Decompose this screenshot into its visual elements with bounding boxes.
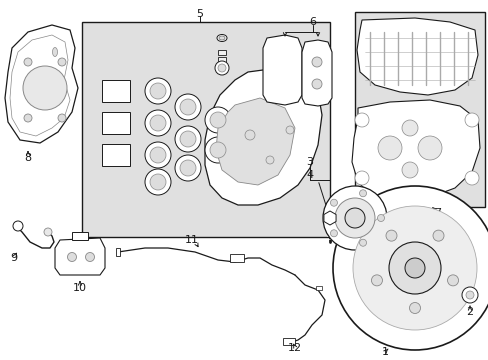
Circle shape xyxy=(209,142,225,158)
Circle shape xyxy=(44,228,52,236)
Circle shape xyxy=(359,239,366,246)
Circle shape xyxy=(354,171,368,185)
Circle shape xyxy=(145,110,171,136)
Circle shape xyxy=(180,131,196,147)
Bar xyxy=(218,57,225,62)
Ellipse shape xyxy=(52,48,58,57)
Circle shape xyxy=(311,57,321,67)
Text: 6: 6 xyxy=(309,17,316,27)
Circle shape xyxy=(385,230,396,241)
Circle shape xyxy=(175,126,201,152)
Circle shape xyxy=(323,186,386,250)
Polygon shape xyxy=(323,211,335,225)
Circle shape xyxy=(67,252,76,261)
Circle shape xyxy=(145,78,171,104)
Polygon shape xyxy=(356,18,477,95)
Circle shape xyxy=(345,208,364,228)
Bar xyxy=(72,232,88,240)
Circle shape xyxy=(432,230,443,241)
Text: 7: 7 xyxy=(433,208,441,218)
Circle shape xyxy=(417,136,441,160)
Ellipse shape xyxy=(219,36,224,40)
Circle shape xyxy=(244,130,254,140)
Bar xyxy=(354,12,484,207)
Circle shape xyxy=(85,252,94,261)
Circle shape xyxy=(180,160,196,176)
Circle shape xyxy=(23,66,67,110)
Text: 9: 9 xyxy=(10,253,18,263)
Circle shape xyxy=(377,136,401,160)
Circle shape xyxy=(150,147,165,163)
Circle shape xyxy=(464,113,478,127)
Circle shape xyxy=(265,156,273,164)
Circle shape xyxy=(388,242,440,294)
Circle shape xyxy=(332,186,488,350)
Text: 4: 4 xyxy=(306,170,313,180)
Circle shape xyxy=(377,215,384,221)
Polygon shape xyxy=(302,40,331,106)
Text: 5: 5 xyxy=(196,9,203,19)
Circle shape xyxy=(285,126,293,134)
Circle shape xyxy=(58,58,66,66)
Circle shape xyxy=(352,206,476,330)
Bar xyxy=(229,254,244,262)
Circle shape xyxy=(354,113,368,127)
Circle shape xyxy=(150,115,165,131)
Circle shape xyxy=(401,162,417,178)
Text: 2: 2 xyxy=(466,307,472,317)
Text: 3: 3 xyxy=(306,157,313,167)
Text: 1: 1 xyxy=(381,347,387,357)
Circle shape xyxy=(218,64,225,72)
Text: 8: 8 xyxy=(24,153,32,163)
Circle shape xyxy=(204,107,230,133)
Text: 12: 12 xyxy=(287,343,302,353)
Circle shape xyxy=(330,199,337,206)
Polygon shape xyxy=(263,35,302,105)
Circle shape xyxy=(145,169,171,195)
Bar xyxy=(218,50,225,55)
Polygon shape xyxy=(351,100,479,200)
Circle shape xyxy=(401,120,417,136)
Polygon shape xyxy=(55,238,105,275)
Text: 10: 10 xyxy=(73,283,87,293)
Bar xyxy=(283,338,294,345)
Circle shape xyxy=(204,137,230,163)
Circle shape xyxy=(13,221,23,231)
Bar xyxy=(116,248,120,256)
Circle shape xyxy=(447,275,458,286)
Circle shape xyxy=(465,291,473,299)
Circle shape xyxy=(215,61,228,75)
Bar xyxy=(102,80,130,102)
Circle shape xyxy=(359,190,366,197)
Circle shape xyxy=(150,83,165,99)
Circle shape xyxy=(330,230,337,237)
Polygon shape xyxy=(204,68,321,205)
Bar xyxy=(315,286,321,290)
Circle shape xyxy=(461,287,477,303)
Circle shape xyxy=(408,302,420,314)
Circle shape xyxy=(145,142,171,168)
Ellipse shape xyxy=(217,35,226,41)
Circle shape xyxy=(334,198,374,238)
Circle shape xyxy=(180,99,196,115)
Bar xyxy=(102,112,130,134)
Circle shape xyxy=(404,258,424,278)
Text: 11: 11 xyxy=(184,235,199,245)
Polygon shape xyxy=(5,25,78,143)
Circle shape xyxy=(175,94,201,120)
Bar xyxy=(82,22,329,237)
Circle shape xyxy=(371,275,382,286)
Circle shape xyxy=(209,112,225,128)
Circle shape xyxy=(150,174,165,190)
Circle shape xyxy=(58,114,66,122)
Bar xyxy=(102,144,130,166)
Circle shape xyxy=(311,79,321,89)
Circle shape xyxy=(175,155,201,181)
Circle shape xyxy=(24,114,32,122)
Circle shape xyxy=(464,171,478,185)
Circle shape xyxy=(24,58,32,66)
Polygon shape xyxy=(216,98,294,185)
